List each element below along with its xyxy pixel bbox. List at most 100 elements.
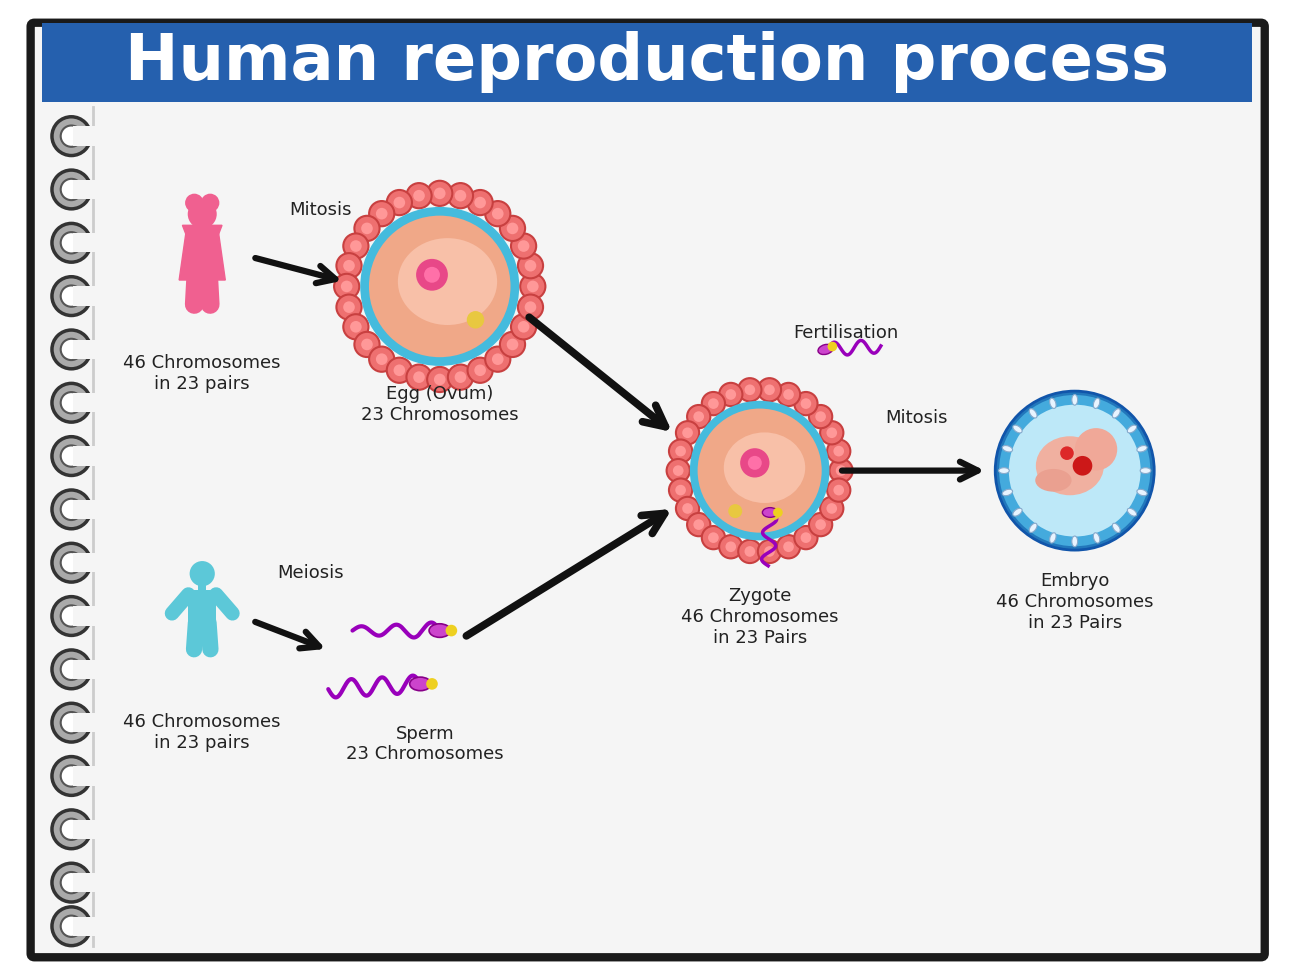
Circle shape (52, 704, 91, 742)
Circle shape (337, 295, 362, 319)
Ellipse shape (1013, 425, 1023, 433)
FancyBboxPatch shape (74, 340, 97, 359)
Circle shape (687, 513, 710, 536)
FancyBboxPatch shape (74, 766, 97, 786)
Text: 46 Chromosomes
in 23 pairs: 46 Chromosomes in 23 pairs (123, 355, 281, 393)
Circle shape (416, 259, 448, 291)
Circle shape (689, 401, 829, 540)
Text: Fertilisation: Fertilisation (793, 323, 899, 342)
Circle shape (765, 384, 775, 395)
FancyBboxPatch shape (198, 584, 206, 590)
Circle shape (407, 365, 432, 390)
Circle shape (369, 347, 394, 371)
Circle shape (1074, 428, 1117, 470)
Circle shape (728, 504, 743, 518)
Text: Egg (Ovum)
23 Chromosomes: Egg (Ovum) 23 Chromosomes (360, 385, 518, 424)
Circle shape (682, 427, 693, 438)
Circle shape (362, 339, 373, 350)
Circle shape (52, 650, 91, 689)
Circle shape (468, 358, 492, 383)
Circle shape (500, 332, 525, 357)
Ellipse shape (1137, 489, 1147, 496)
Ellipse shape (723, 432, 805, 503)
Circle shape (833, 446, 844, 457)
Circle shape (350, 321, 362, 332)
Circle shape (776, 383, 800, 406)
FancyBboxPatch shape (31, 23, 1265, 957)
FancyBboxPatch shape (74, 500, 97, 519)
Circle shape (424, 267, 439, 283)
Circle shape (829, 459, 853, 482)
Circle shape (1060, 446, 1074, 460)
Circle shape (820, 421, 844, 444)
Circle shape (507, 339, 518, 350)
Ellipse shape (1002, 489, 1012, 496)
Text: 46 Chromosomes
in 23 pairs: 46 Chromosomes in 23 pairs (123, 713, 281, 752)
Circle shape (52, 276, 91, 316)
Circle shape (61, 659, 82, 680)
Circle shape (343, 301, 355, 313)
Circle shape (369, 216, 511, 357)
Circle shape (677, 421, 699, 444)
Circle shape (677, 497, 699, 520)
FancyBboxPatch shape (74, 233, 97, 253)
Ellipse shape (1050, 533, 1056, 543)
Circle shape (675, 446, 686, 457)
Ellipse shape (429, 624, 451, 637)
Ellipse shape (1094, 533, 1100, 543)
Circle shape (740, 448, 770, 477)
Circle shape (492, 354, 504, 365)
Circle shape (52, 383, 91, 422)
Circle shape (833, 485, 844, 496)
Circle shape (428, 180, 452, 206)
Circle shape (52, 543, 91, 582)
Circle shape (1073, 456, 1093, 475)
Ellipse shape (1002, 446, 1012, 452)
Circle shape (999, 395, 1151, 546)
Circle shape (52, 490, 91, 529)
Ellipse shape (398, 238, 498, 325)
Circle shape (492, 208, 504, 220)
FancyBboxPatch shape (74, 553, 97, 572)
Circle shape (828, 342, 837, 352)
FancyBboxPatch shape (74, 126, 97, 146)
FancyBboxPatch shape (43, 23, 1252, 102)
Text: Sperm
23 Chromosomes: Sperm 23 Chromosomes (346, 724, 504, 763)
Circle shape (719, 535, 743, 559)
Circle shape (52, 906, 91, 946)
Text: Embryo
46 Chromosomes
in 23 Pairs: Embryo 46 Chromosomes in 23 Pairs (997, 572, 1153, 632)
Circle shape (783, 541, 794, 552)
Circle shape (52, 117, 91, 156)
Circle shape (827, 427, 837, 438)
Ellipse shape (410, 677, 432, 691)
Circle shape (343, 260, 355, 271)
Circle shape (744, 546, 756, 557)
Circle shape (815, 519, 826, 530)
Circle shape (794, 526, 818, 549)
FancyBboxPatch shape (188, 590, 216, 623)
Circle shape (474, 197, 486, 209)
Circle shape (448, 183, 473, 209)
Circle shape (386, 358, 412, 383)
Circle shape (386, 190, 412, 216)
Circle shape (334, 273, 359, 299)
Circle shape (407, 183, 432, 209)
Ellipse shape (1094, 398, 1100, 409)
Text: Mitosis: Mitosis (885, 409, 947, 427)
Circle shape (739, 378, 762, 402)
Circle shape (525, 260, 537, 271)
Circle shape (827, 478, 850, 502)
Circle shape (201, 194, 219, 212)
Circle shape (52, 171, 91, 209)
Circle shape (783, 389, 794, 400)
Circle shape (669, 439, 692, 463)
Circle shape (1008, 405, 1140, 536)
Circle shape (61, 606, 82, 626)
Circle shape (758, 540, 781, 563)
Circle shape (693, 412, 704, 422)
Circle shape (827, 439, 850, 463)
FancyBboxPatch shape (198, 225, 206, 232)
Circle shape (809, 513, 832, 536)
FancyBboxPatch shape (74, 607, 97, 625)
Circle shape (369, 201, 394, 226)
